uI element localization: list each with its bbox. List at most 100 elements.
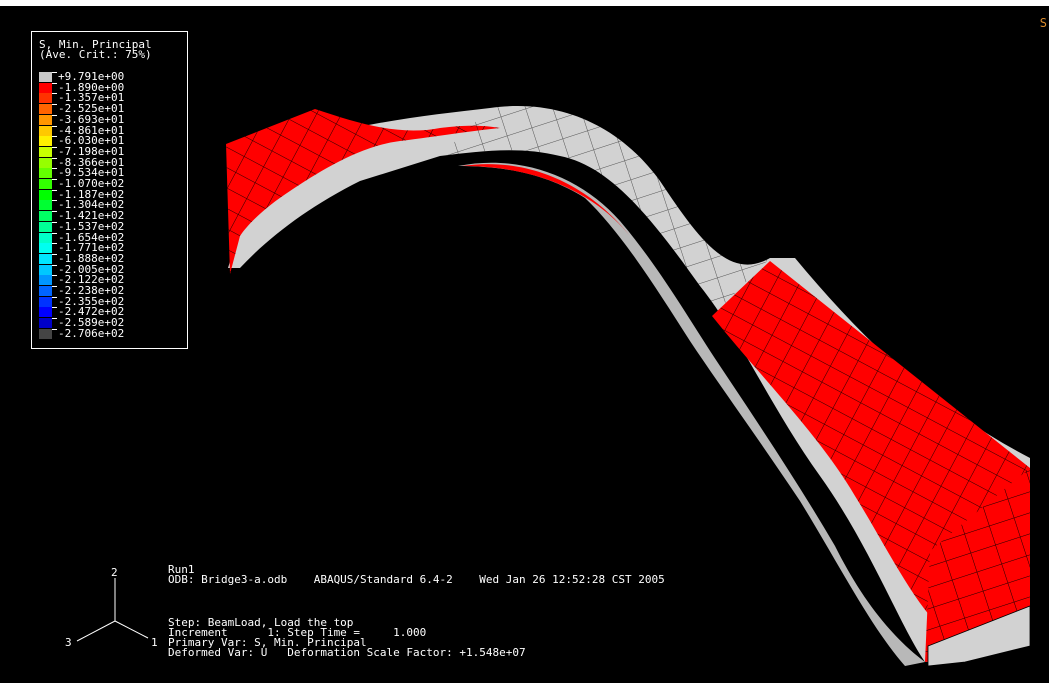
legend-tick <box>52 189 57 191</box>
legend-swatch <box>39 200 52 211</box>
legend-label: -1.771e+02 <box>58 241 125 255</box>
legend-swatch <box>39 104 52 115</box>
legend-tick <box>52 296 57 298</box>
legend-entry: -9.534e+01 <box>39 166 179 180</box>
legend-tick <box>52 168 57 170</box>
legend-label: -1.537e+02 <box>58 219 125 233</box>
legend-swatch <box>39 243 52 254</box>
legend-label: -1.421e+02 <box>58 209 125 223</box>
legend-swatch <box>39 72 52 82</box>
viewport[interactable]: S S, Min. Principal (Ave. <box>0 6 1049 683</box>
deformed-model[interactable] <box>0 6 1049 683</box>
legend-swatch <box>39 179 52 189</box>
legend-entry: -1.421e+02 <box>39 209 179 223</box>
legend-tick <box>52 179 57 180</box>
legend-swatch <box>39 211 52 222</box>
legend-label: -1.304e+02 <box>58 198 125 212</box>
legend-swatch <box>39 221 52 232</box>
legend-title: S, Min. Principal <box>39 38 152 51</box>
legend-label: -2.122e+02 <box>58 273 125 287</box>
legend-entry: -1.654e+02 <box>39 230 179 244</box>
legend-swatch <box>39 286 52 296</box>
legend-swatch <box>39 264 52 275</box>
compression-underside <box>462 164 630 236</box>
mesh-arch <box>440 106 770 316</box>
run-name: Run1 <box>168 563 195 576</box>
legend-tick <box>52 307 57 309</box>
legend[interactable]: S, Min. Principal (Ave. Crit.: 75%) +9.7… <box>31 31 188 349</box>
legend-entry: -3.693e+01 <box>39 112 179 126</box>
legend-label: -6.030e+01 <box>58 134 125 148</box>
legend-swatch <box>39 189 52 200</box>
legend-label: -2.355e+02 <box>58 294 125 308</box>
legend-entry: +9.791e+00 <box>39 71 179 82</box>
legend-entry: -2.238e+02 <box>39 284 179 297</box>
legend-swatch <box>39 296 52 307</box>
legend-label: -2.589e+02 <box>58 316 125 330</box>
legend-swatch <box>39 232 52 243</box>
legend-swatch <box>39 82 52 93</box>
legend-tick <box>52 200 57 202</box>
legend-label: -3.693e+01 <box>58 112 125 126</box>
legend-label: -4.861e+01 <box>58 123 125 137</box>
legend-entry: -1.888e+02 <box>39 253 179 264</box>
legend-label: -7.198e+01 <box>58 144 125 158</box>
legend-tick <box>52 72 57 73</box>
legend-entry: -1.890e+00 <box>39 80 179 94</box>
legend-label: -1.890e+00 <box>58 80 125 94</box>
legend-tick <box>52 104 57 106</box>
legend-entry: -2.355e+02 <box>39 294 179 308</box>
legend-entry: -1.771e+02 <box>39 241 179 255</box>
legend-entry: -1.070e+02 <box>39 177 179 190</box>
legend-entry: -2.589e+02 <box>39 316 179 330</box>
legend-swatch <box>39 114 52 125</box>
legend-swatch <box>39 328 52 339</box>
legend-entry: -2.472e+02 <box>39 306 179 318</box>
legend-entry: -2.122e+02 <box>39 273 179 287</box>
legend-label: -2.238e+02 <box>58 284 125 297</box>
primary-var-info: Primary Var: S, Min. Principal <box>168 636 367 649</box>
arch-underside <box>458 162 925 667</box>
legend-entry: -2.525e+01 <box>39 102 179 116</box>
legend-swatch <box>39 307 52 318</box>
end-base <box>927 605 1031 667</box>
legend-entry: -2.005e+02 <box>39 264 179 275</box>
axis-2-label: 2 <box>111 566 118 579</box>
triad-lines <box>76 578 149 642</box>
axis-3-label: 3 <box>65 636 72 649</box>
legend-tick <box>52 328 57 330</box>
legend-entry: -1.187e+02 <box>39 187 179 201</box>
legend-label: -2.706e+02 <box>58 326 125 340</box>
legend-tick <box>52 221 57 223</box>
legend-tick <box>52 243 57 245</box>
legend-label: -1.187e+02 <box>58 187 125 201</box>
axis-triad: 2 3 1 <box>55 566 175 656</box>
legend-swatch <box>39 125 52 136</box>
legend-label: -2.525e+01 <box>58 102 125 116</box>
legend-tick <box>52 136 57 138</box>
legend-subtitle: (Ave. Crit.: 75%) <box>39 48 152 61</box>
legend-label: -9.534e+01 <box>58 166 125 180</box>
corner-label: S <box>1039 16 1047 30</box>
legend-tick <box>52 253 57 255</box>
legend-entry: -7.198e+01 <box>39 144 179 158</box>
legend-swatch <box>39 253 52 264</box>
legend-label: -1.654e+02 <box>58 230 125 244</box>
legend-tick <box>52 114 57 116</box>
legend-swatch <box>39 157 52 168</box>
legend-swatch <box>39 146 52 157</box>
legend-tick <box>52 211 57 213</box>
mesh-left <box>226 109 500 274</box>
increment-info: Increment 1: Step Time = 1.000 <box>168 626 427 639</box>
end-block-mesh <box>925 468 1030 662</box>
legend-swatch <box>39 275 52 286</box>
step-info: Step: BeamLoad, Load the top <box>168 616 354 629</box>
legend-label: -1.357e+01 <box>58 91 125 105</box>
legend-tick <box>52 82 57 84</box>
legend-tick <box>52 93 57 95</box>
legend-tick <box>52 146 57 148</box>
legend-swatch <box>39 136 52 147</box>
legend-tick <box>52 157 57 159</box>
legend-label: -1.070e+02 <box>58 177 125 190</box>
legend-swatch <box>39 318 52 329</box>
